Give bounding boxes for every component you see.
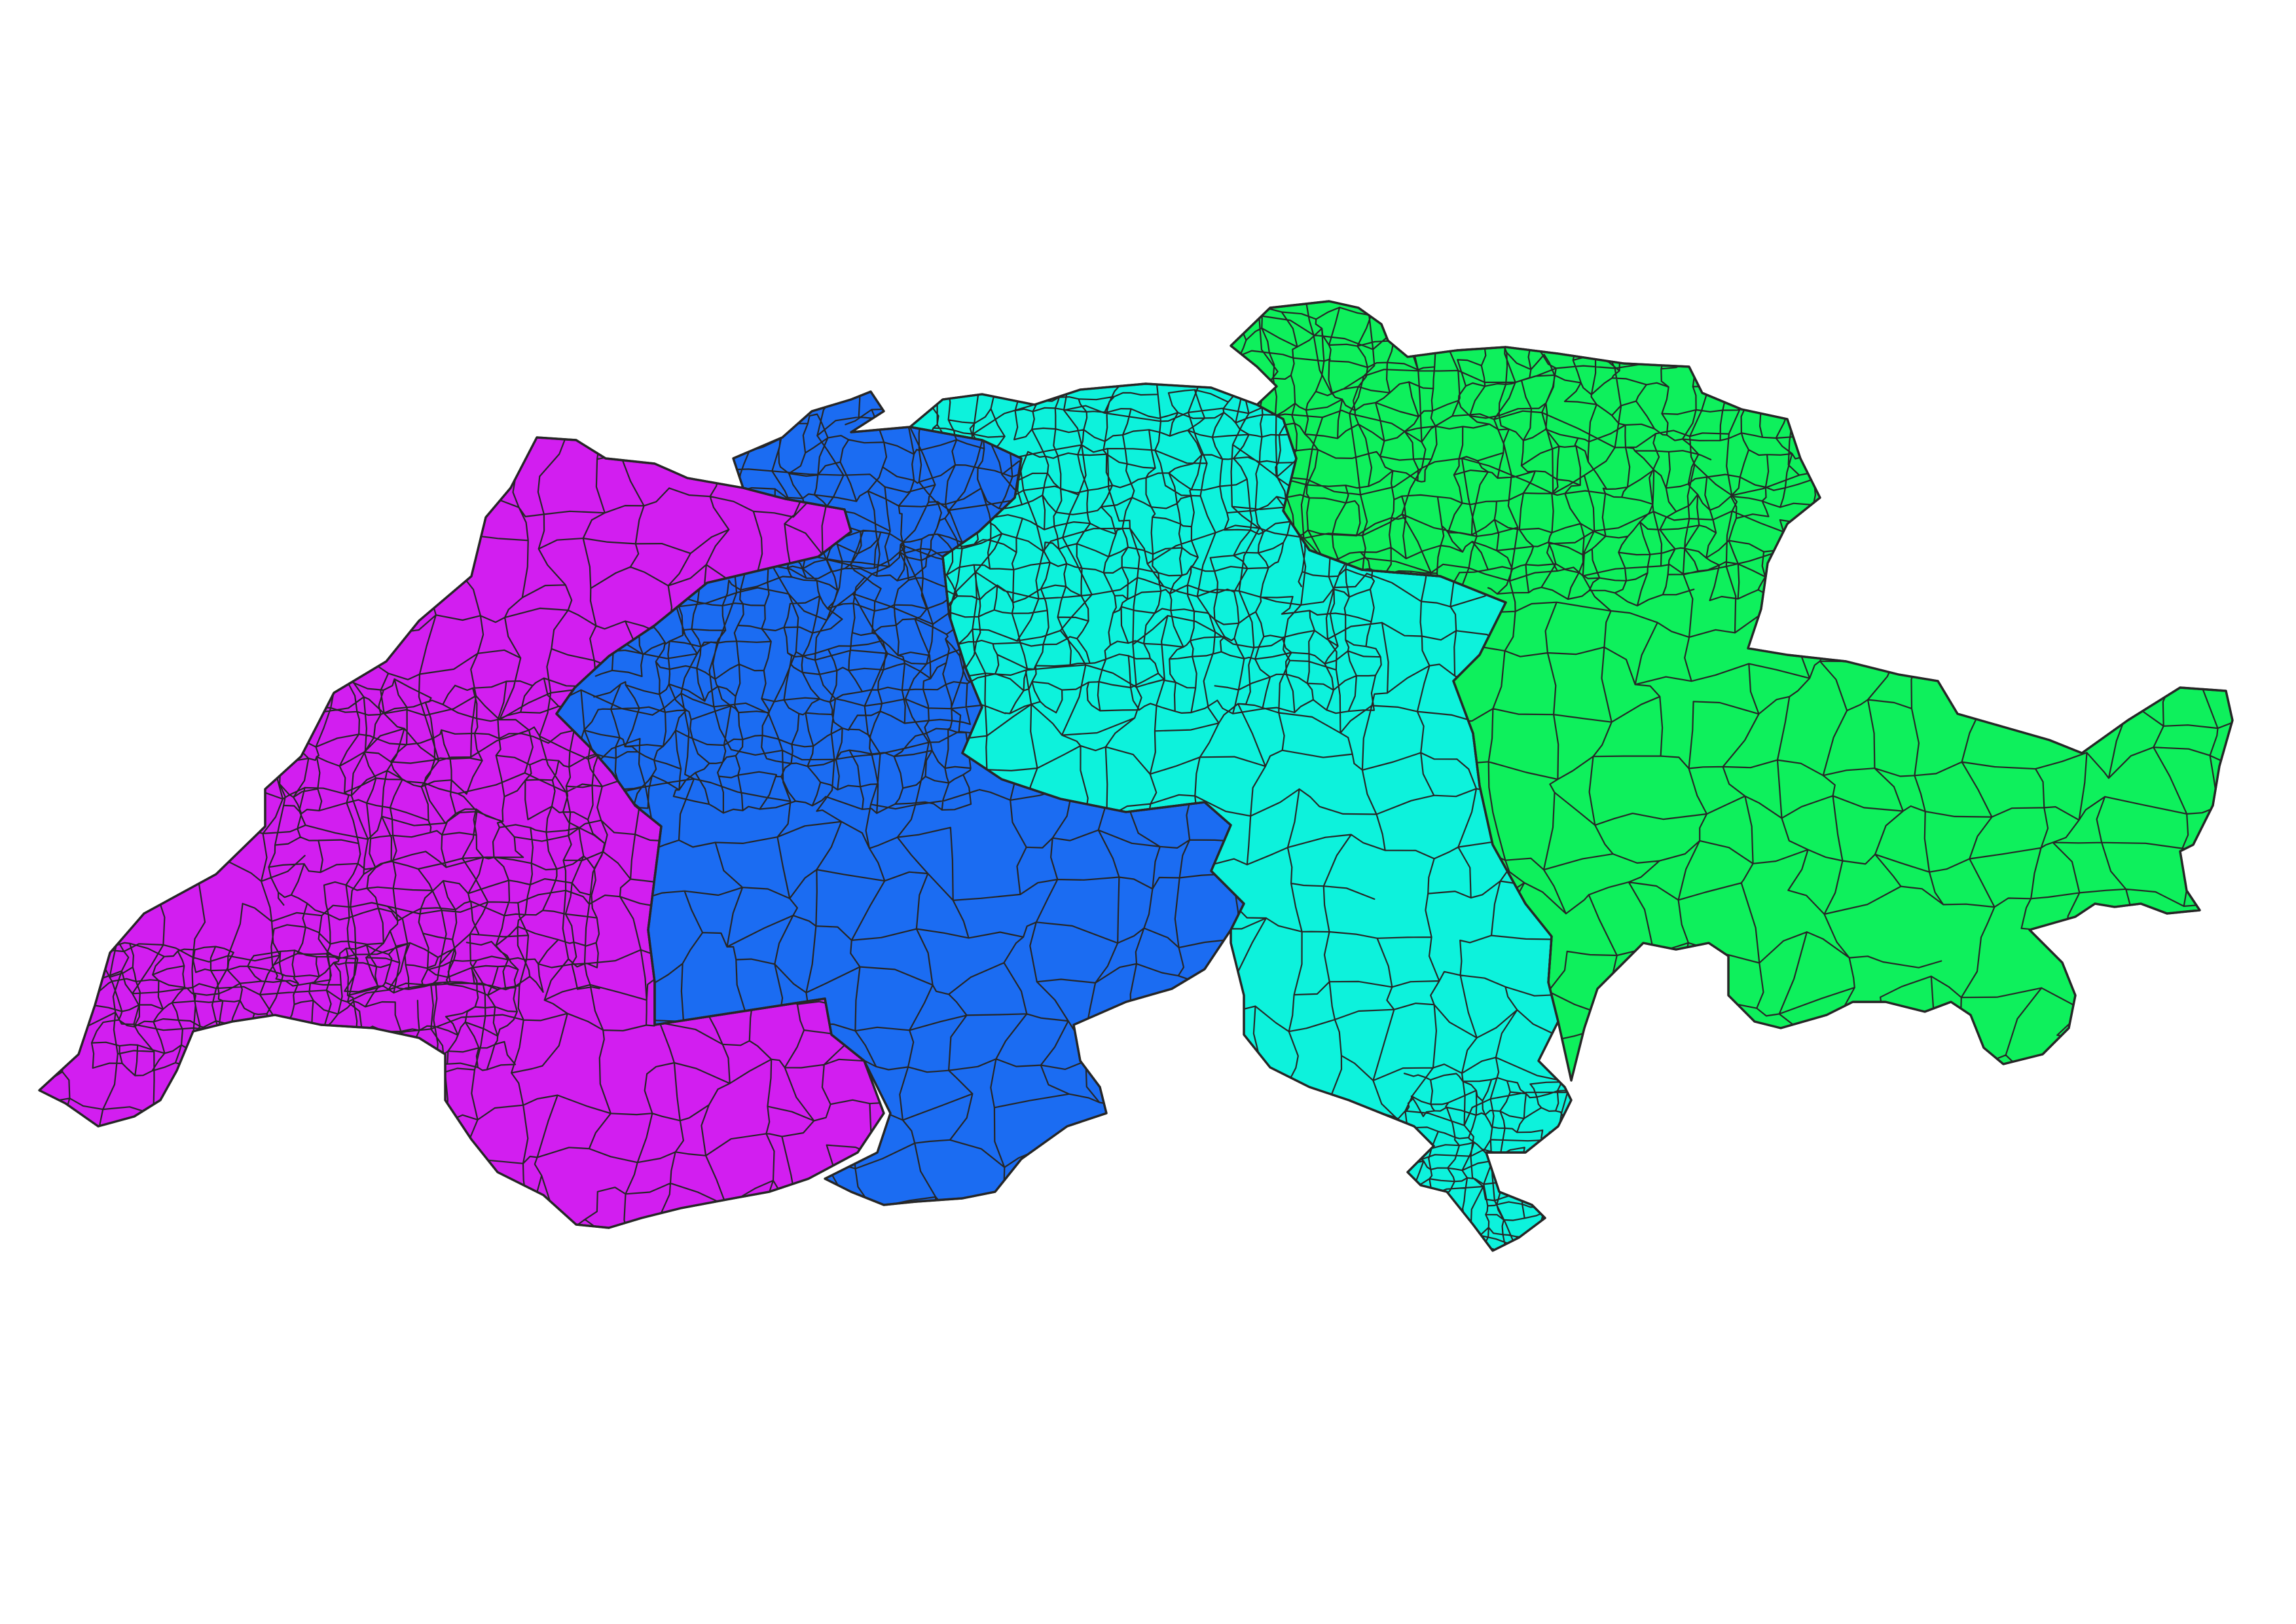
map-canvas xyxy=(38,300,2234,1252)
